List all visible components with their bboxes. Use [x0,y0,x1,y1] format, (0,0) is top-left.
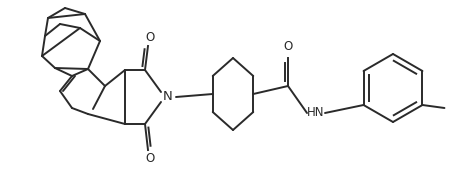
Text: N: N [163,90,173,103]
Text: O: O [145,31,155,44]
Text: HN: HN [307,106,325,120]
Text: O: O [145,152,155,165]
Text: O: O [283,40,293,53]
